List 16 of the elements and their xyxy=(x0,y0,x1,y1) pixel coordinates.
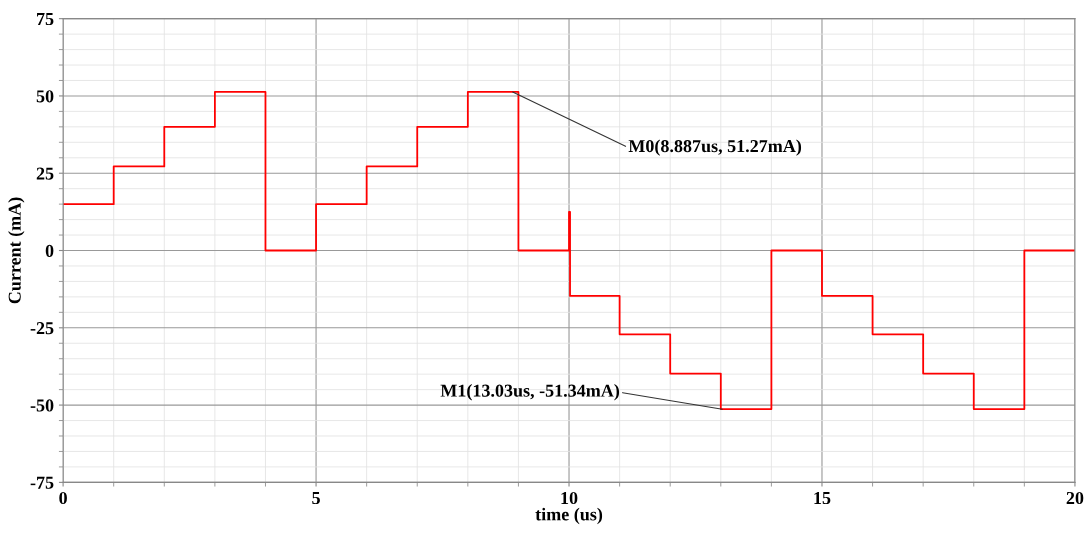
y-tick-label: 75 xyxy=(37,13,54,26)
x-axis-title: time (us) xyxy=(535,507,603,525)
y-tick-label: 0 xyxy=(45,244,54,257)
x-tick-label: 0 xyxy=(59,491,67,505)
annotation: M0(8.887us, 51.27mA) xyxy=(628,139,802,156)
y-tick-label: -50 xyxy=(30,399,54,412)
x-tick-label: 20 xyxy=(1066,491,1084,505)
y-tick-label: 50 xyxy=(36,90,54,103)
annotation: M1(13.03us, -51.34mA) xyxy=(440,384,620,401)
y-axis-title: Current (mA) xyxy=(8,197,25,304)
x-tick-label: 15 xyxy=(814,492,831,505)
y-tick-label: -75 xyxy=(30,476,54,489)
x-tick-label: 10 xyxy=(561,491,578,505)
y-tick-label: -25 xyxy=(30,322,54,335)
y-tick-label: 25 xyxy=(36,167,54,180)
x-tick-label: 5 xyxy=(312,492,320,505)
